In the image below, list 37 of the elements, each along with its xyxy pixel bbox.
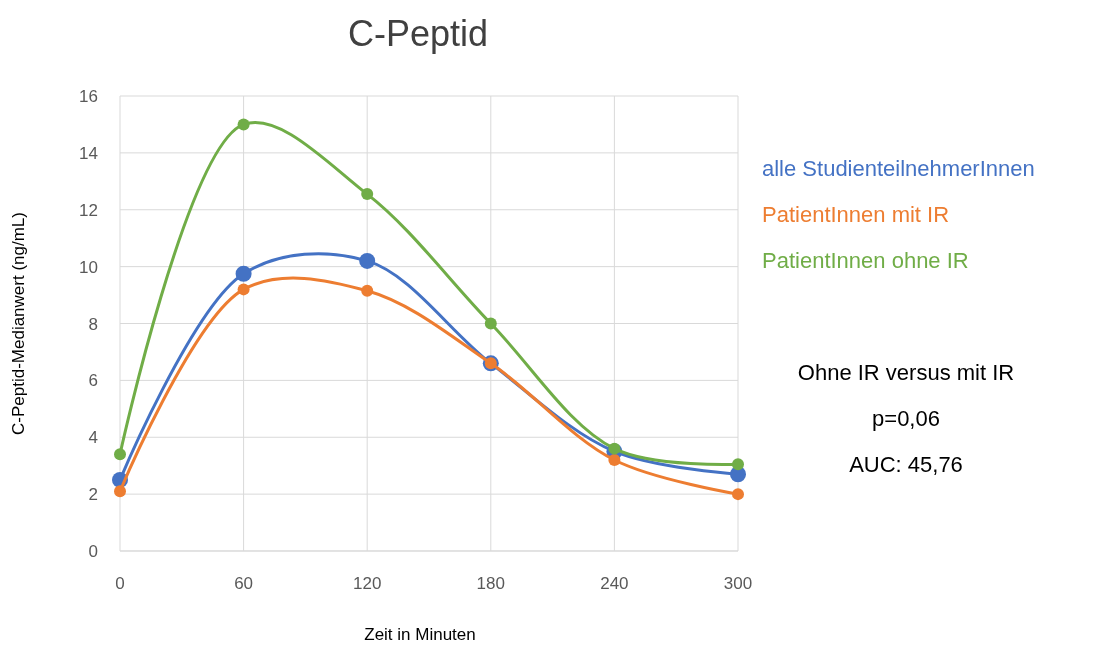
point <box>361 284 374 297</box>
y-tick-label: 0 <box>88 542 98 561</box>
point <box>235 265 252 282</box>
y-tick-label: 12 <box>79 200 98 220</box>
y-tick-label: 6 <box>88 371 98 391</box>
x-tick-label: 0 <box>115 574 125 593</box>
point <box>732 488 744 501</box>
x-tick-label: 300 <box>723 574 753 593</box>
text: Ohne IR versus mit IR <box>797 360 1015 385</box>
point <box>114 448 126 461</box>
chart-title: C-Peptid <box>347 13 489 54</box>
x-tick-label: 120 <box>353 574 382 593</box>
point <box>608 442 621 455</box>
x-tick-label: 60 <box>234 574 254 593</box>
text: PatientInnen mit IR <box>762 202 950 227</box>
y-tick-label: 16 <box>79 87 98 106</box>
y-tick-label: 10 <box>79 257 98 277</box>
point <box>359 252 376 269</box>
point <box>237 283 250 296</box>
y-tick-label: 4 <box>88 428 98 448</box>
point <box>484 317 497 330</box>
point <box>114 485 126 498</box>
text: alle StudienteilnehmerInnen <box>762 156 1035 181</box>
point <box>732 458 744 471</box>
x-tick-label: 240 <box>600 574 629 593</box>
y-axis-title: C-Peptid-Medianwert (ng/mL) <box>9 212 28 435</box>
y-tick-label: 14 <box>79 143 98 163</box>
text: AUC: 45,76 <box>849 452 963 477</box>
y-tick-label: 8 <box>88 314 98 334</box>
point <box>237 118 250 131</box>
y-tick-label: 2 <box>88 485 98 505</box>
point <box>361 188 374 201</box>
x-tick-label: 180 <box>476 574 505 593</box>
point <box>608 454 621 466</box>
x-axis-title: Zeit in Minuten <box>364 625 476 644</box>
text: PatientInnen ohne IR <box>762 248 969 273</box>
text: p=0,06 <box>872 406 940 431</box>
